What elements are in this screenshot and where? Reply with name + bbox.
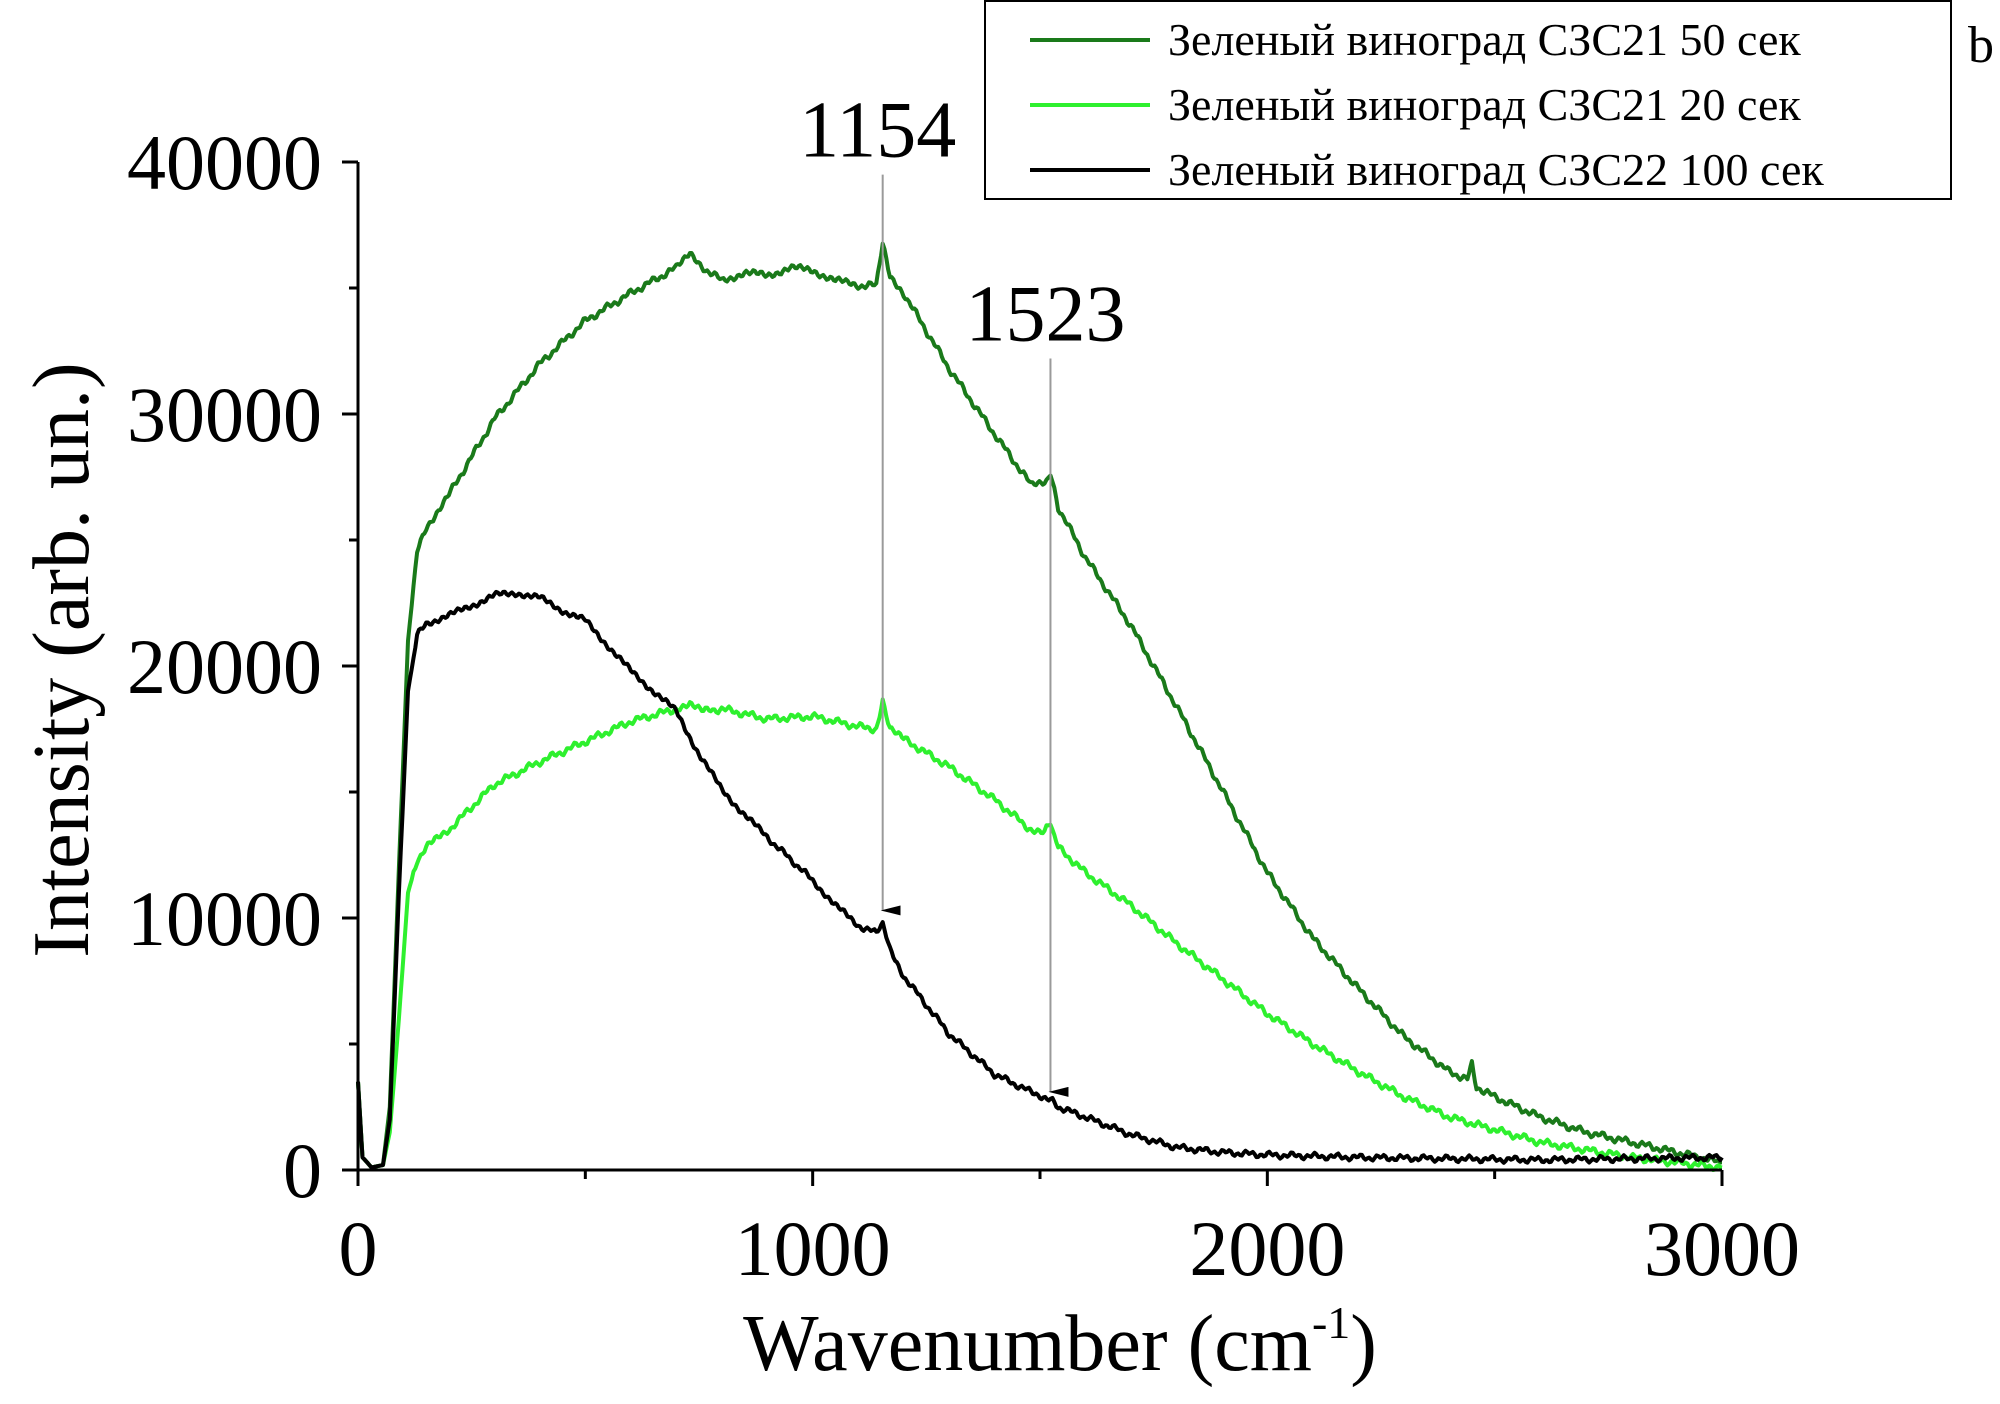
x-axis-title: Wavenumber (cm-1) [743, 1297, 1377, 1388]
y-axis-title: Intensity (arb. un.) [18, 362, 106, 957]
x-axis-title-sup: -1 [1312, 1297, 1350, 1348]
annotation-label-1523: 1523 [965, 271, 1125, 359]
legend-box [984, 0, 1952, 200]
series-line-2 [356, 697, 1723, 1172]
series-line-3 [356, 589, 1724, 1170]
y-tick-label: 0 [283, 1127, 322, 1214]
legend-label-3: Зеленый виноград СЗС22 100 сек [1168, 144, 1824, 195]
x-tick-label: 0 [339, 1205, 378, 1292]
x-axis-title-main: Wavenumber (cm [743, 1300, 1312, 1388]
x-tick-label: 1000 [735, 1205, 891, 1292]
legend: Зеленый виноград СЗС21 50 сек Зеленый вин… [984, 0, 1952, 200]
x-tick-label: 3000 [1644, 1205, 1800, 1292]
series-line-1 [356, 241, 1723, 1170]
panel-label: b [1968, 17, 1994, 74]
y-tick-label: 10000 [127, 875, 322, 962]
legend-label-2: Зеленый виноград СЗС21 20 сек [1168, 79, 1801, 130]
x-tick-label: 2000 [1189, 1205, 1345, 1292]
plot-lines [356, 241, 1724, 1172]
x-axis-title-close: ) [1350, 1300, 1377, 1388]
y-tick-label: 40000 [127, 119, 322, 206]
legend-label-1: Зеленый виноград СЗС21 50 сек [1168, 14, 1801, 65]
annotations: 1154 1523 [799, 87, 1125, 1097]
axes: 0 1000 2000 3000010000200003000040000Wavenu… [18, 119, 1800, 1388]
annotation-label-1154: 1154 [799, 87, 956, 175]
y-tick-label: 30000 [127, 371, 322, 458]
y-tick-label: 20000 [127, 623, 322, 710]
